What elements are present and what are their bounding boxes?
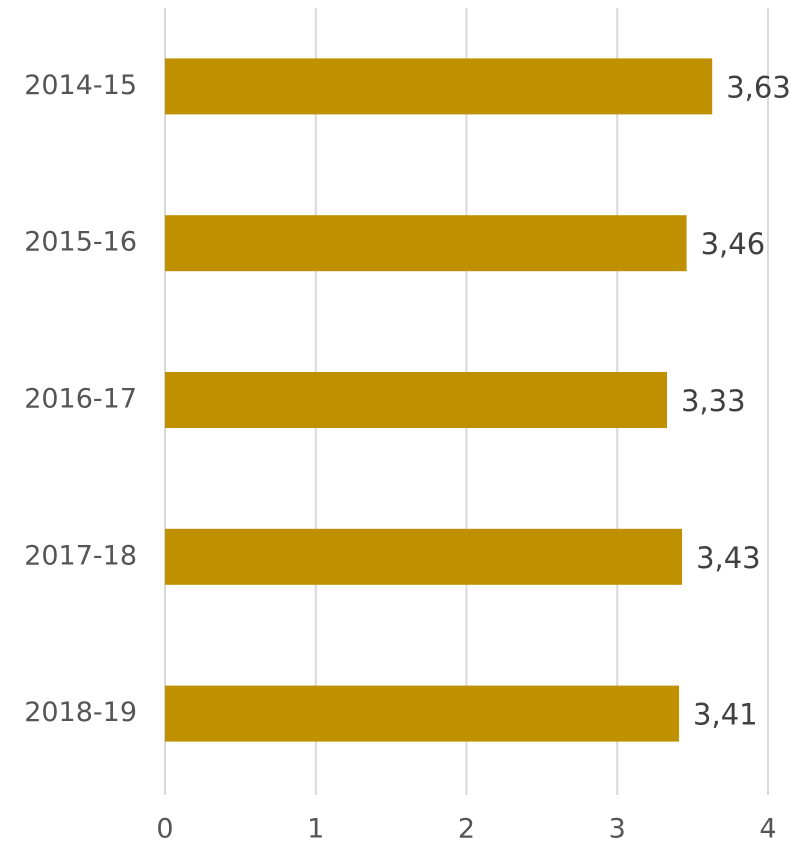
bar — [165, 528, 683, 585]
y-tick-label: 2018-19 — [24, 697, 137, 728]
x-tick-label: 3 — [609, 814, 626, 844]
bar — [165, 685, 680, 742]
y-tick-label: 2014-15 — [24, 70, 137, 101]
bar — [165, 372, 667, 428]
y-tick-label: 2016-17 — [24, 384, 137, 415]
data-label: 3,33 — [681, 384, 746, 418]
x-tick-label: 1 — [307, 814, 324, 844]
y-tick-label: 2017-18 — [24, 540, 137, 571]
bar — [165, 215, 687, 272]
y-tick-label: 2015-16 — [24, 227, 137, 258]
bar — [165, 58, 713, 115]
x-tick-label: 4 — [759, 814, 776, 844]
x-tick-label: 0 — [156, 814, 173, 844]
data-label: 3,43 — [696, 541, 761, 575]
data-label: 3,63 — [726, 70, 791, 104]
x-tick-label: 2 — [458, 814, 475, 844]
data-label: 3,41 — [693, 698, 758, 732]
data-label: 3,46 — [701, 227, 766, 261]
